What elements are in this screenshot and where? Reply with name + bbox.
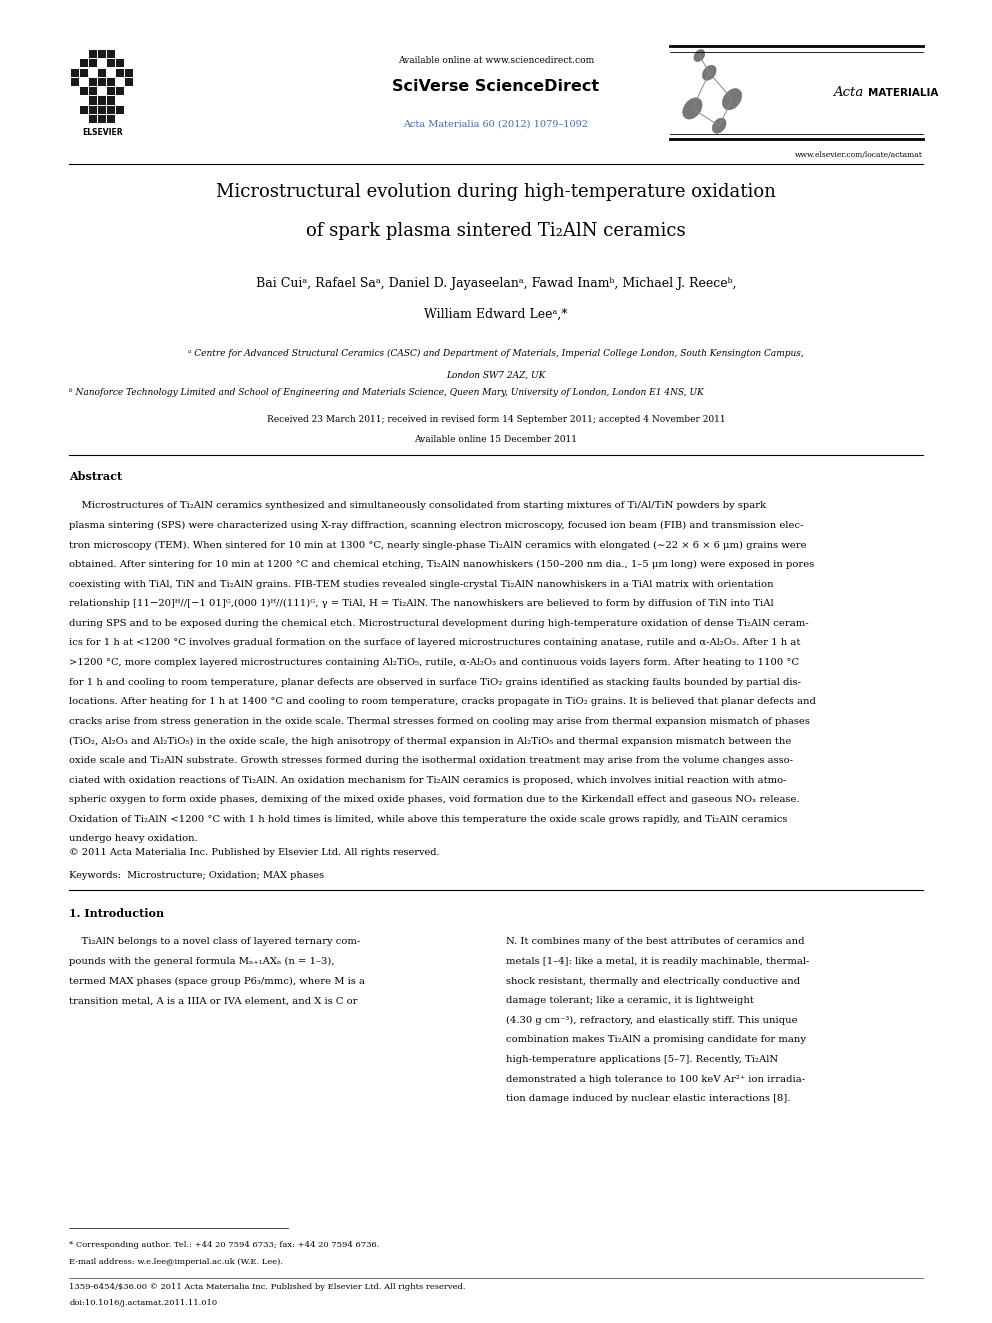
Bar (116, 87, 124, 95)
Text: Oxidation of Ti₂AlN <1200 °C with 1 h hold times is limited, while above this te: Oxidation of Ti₂AlN <1200 °C with 1 h ho… (69, 815, 788, 824)
Ellipse shape (693, 49, 705, 62)
Text: N. It combines many of the best attributes of ceramics and: N. It combines many of the best attribut… (506, 938, 805, 946)
Text: during SPS and to be exposed during the chemical etch. Microstructural developme: during SPS and to be exposed during the … (69, 619, 809, 628)
Text: Microstructures of Ti₂AlN ceramics synthesized and simultaneously consolidated f: Microstructures of Ti₂AlN ceramics synth… (69, 501, 767, 511)
Bar (89, 115, 97, 123)
Ellipse shape (702, 65, 716, 81)
Bar (89, 50, 97, 58)
Text: combination makes Ti₂AlN a promising candidate for many: combination makes Ti₂AlN a promising can… (506, 1036, 806, 1044)
Text: damage tolerant; like a ceramic, it is lightweight: damage tolerant; like a ceramic, it is l… (506, 996, 754, 1005)
Text: undergo heavy oxidation.: undergo heavy oxidation. (69, 835, 198, 843)
Bar (107, 97, 115, 105)
Text: tion damage induced by nuclear elastic interactions [8].: tion damage induced by nuclear elastic i… (506, 1094, 791, 1103)
Text: obtained. After sintering for 10 min at 1200 °C and chemical etching, Ti₂AlN nan: obtained. After sintering for 10 min at … (69, 560, 814, 569)
Bar (98, 106, 106, 114)
Bar (116, 106, 124, 114)
Text: www.elsevier.com/locate/actamat: www.elsevier.com/locate/actamat (795, 151, 923, 159)
Text: Received 23 March 2011; received in revised form 14 September 2011; accepted 4 N: Received 23 March 2011; received in revi… (267, 415, 725, 425)
Text: Acta Materialia 60 (2012) 1079–1092: Acta Materialia 60 (2012) 1079–1092 (404, 119, 588, 128)
Text: shock resistant, thermally and electrically conductive and: shock resistant, thermally and electrica… (506, 976, 800, 986)
Text: Available online at www.sciencedirect.com: Available online at www.sciencedirect.co… (398, 56, 594, 65)
Text: coexisting with TiAl, TiN and Ti₂AlN grains. FIB-TEM studies revealed single-cry: coexisting with TiAl, TiN and Ti₂AlN gra… (69, 579, 774, 589)
Text: 1359-6454/$36.00 © 2011 Acta Materialia Inc. Published by Elsevier Ltd. All righ: 1359-6454/$36.00 © 2011 Acta Materialia … (69, 1283, 466, 1291)
Text: William Edward Leeᵃ,*: William Edward Leeᵃ,* (425, 308, 567, 321)
Text: oxide scale and Ti₂AlN substrate. Growth stresses formed during the isothermal o: oxide scale and Ti₂AlN substrate. Growth… (69, 755, 794, 765)
Text: 1. Introduction: 1. Introduction (69, 909, 165, 919)
Text: doi:10.1016/j.actamat.2011.11.010: doi:10.1016/j.actamat.2011.11.010 (69, 1299, 217, 1307)
Bar (107, 60, 115, 67)
Bar (107, 115, 115, 123)
Text: transition metal, A is a IIIA or IVA element, and X is C or: transition metal, A is a IIIA or IVA ele… (69, 996, 358, 1005)
Bar (107, 50, 115, 58)
Text: (TiO₂, Al₂O₃ and Al₂TiO₅) in the oxide scale, the high anisotropy of thermal exp: (TiO₂, Al₂O₃ and Al₂TiO₅) in the oxide s… (69, 737, 792, 745)
Bar (89, 60, 97, 67)
Text: Available online 15 December 2011: Available online 15 December 2011 (415, 435, 577, 445)
Text: Abstract: Abstract (69, 471, 123, 482)
Text: * Corresponding author. Tel.: +44 20 7594 6733; fax: +44 20 7594 6736.: * Corresponding author. Tel.: +44 20 759… (69, 1241, 380, 1249)
Ellipse shape (712, 118, 726, 134)
Bar (71, 78, 79, 86)
Text: tron microscopy (TEM). When sintered for 10 min at 1300 °C, nearly single-phase : tron microscopy (TEM). When sintered for… (69, 541, 807, 549)
Text: ᵃ Centre for Advanced Structural Ceramics (CASC) and Department of Materials, Im: ᵃ Centre for Advanced Structural Ceramic… (188, 349, 804, 359)
Text: ciated with oxidation reactions of Ti₂AlN. An oxidation mechanism for Ti₂AlN cer: ciated with oxidation reactions of Ti₂Al… (69, 775, 787, 785)
Text: SciVerse ScienceDirect: SciVerse ScienceDirect (393, 79, 599, 94)
Text: relationship [11−20]ᴴ//[−1 01]ᴳ,(000 1)ᴴ//(111)ᴳ, γ = TiAl, H = Ti₂AlN. The nano: relationship [11−20]ᴴ//[−1 01]ᴳ,(000 1)ᴴ… (69, 599, 774, 609)
Text: termed MAX phases (space group P6₃/mmc), where M is a: termed MAX phases (space group P6₃/mmc),… (69, 976, 365, 986)
Bar (98, 69, 106, 77)
Text: Acta: Acta (833, 86, 863, 99)
Text: metals [1–4]: like a metal, it is readily machinable, thermal-: metals [1–4]: like a metal, it is readil… (506, 957, 809, 966)
Text: © 2011 Acta Materialia Inc. Published by Elsevier Ltd. All rights reserved.: © 2011 Acta Materialia Inc. Published by… (69, 848, 440, 856)
Bar (116, 69, 124, 77)
Ellipse shape (722, 89, 742, 110)
Text: pounds with the general formula Mₙ₊₁AXₙ (n = 1–3),: pounds with the general formula Mₙ₊₁AXₙ … (69, 957, 335, 966)
Bar (80, 106, 88, 114)
Text: ELSEVIER: ELSEVIER (82, 128, 123, 138)
Bar (98, 97, 106, 105)
Bar (71, 69, 79, 77)
Ellipse shape (682, 98, 702, 119)
Text: of spark plasma sintered Ti₂AlN ceramics: of spark plasma sintered Ti₂AlN ceramics (307, 222, 685, 241)
Bar (80, 60, 88, 67)
Bar (98, 115, 106, 123)
Text: ics for 1 h at <1200 °C involves gradual formation on the surface of layered mic: ics for 1 h at <1200 °C involves gradual… (69, 639, 801, 647)
Text: cracks arise from stress generation in the oxide scale. Thermal stresses formed : cracks arise from stress generation in t… (69, 717, 810, 726)
Bar (98, 78, 106, 86)
Bar (89, 78, 97, 86)
Text: plasma sintering (SPS) were characterized using X-ray diffraction, scanning elec: plasma sintering (SPS) were characterize… (69, 521, 804, 531)
Bar (116, 60, 124, 67)
Text: demonstrated a high tolerance to 100 keV Ar²⁺ ion irradia-: demonstrated a high tolerance to 100 keV… (506, 1074, 806, 1084)
Bar (89, 106, 97, 114)
Text: Ti₂AlN belongs to a novel class of layered ternary com-: Ti₂AlN belongs to a novel class of layer… (69, 938, 361, 946)
Bar (89, 97, 97, 105)
Bar (107, 87, 115, 95)
Bar (80, 69, 88, 77)
Text: spheric oxygen to form oxide phases, demixing of the mixed oxide phases, void fo: spheric oxygen to form oxide phases, dem… (69, 795, 801, 804)
Bar (89, 87, 97, 95)
Bar (125, 78, 133, 86)
Bar (107, 106, 115, 114)
Text: Keywords:  Microstructure; Oxidation; MAX phases: Keywords: Microstructure; Oxidation; MAX… (69, 872, 324, 880)
Text: (4.30 g cm⁻³), refractory, and elastically stiff. This unique: (4.30 g cm⁻³), refractory, and elastical… (506, 1016, 798, 1025)
Text: London SW7 2AZ, UK: London SW7 2AZ, UK (446, 370, 546, 380)
Bar (125, 69, 133, 77)
Text: Bai Cuiᵃ, Rafael Saᵃ, Daniel D. Jayaseelanᵃ, Fawad Inamᵇ, Michael J. Reeceᵇ,: Bai Cuiᵃ, Rafael Saᵃ, Daniel D. Jayaseel… (256, 277, 736, 290)
Text: ᵇ Nanoforce Technology Limited and School of Engineering and Materials Science, : ᵇ Nanoforce Technology Limited and Schoo… (69, 388, 704, 397)
Text: E-mail address: w.e.lee@imperial.ac.uk (W.E. Lee).: E-mail address: w.e.lee@imperial.ac.uk (… (69, 1258, 284, 1266)
Text: high-temperature applications [5–7]. Recently, Ti₂AlN: high-temperature applications [5–7]. Rec… (506, 1054, 778, 1064)
Bar (98, 50, 106, 58)
Bar (107, 78, 115, 86)
Text: Microstructural evolution during high-temperature oxidation: Microstructural evolution during high-te… (216, 183, 776, 201)
Bar (80, 87, 88, 95)
Text: for 1 h and cooling to room temperature, planar defects are observed in surface : for 1 h and cooling to room temperature,… (69, 677, 802, 687)
Text: MATERIALIA: MATERIALIA (868, 87, 938, 98)
Text: locations. After heating for 1 h at 1400 °C and cooling to room temperature, cra: locations. After heating for 1 h at 1400… (69, 697, 816, 706)
Text: >1200 °C, more complex layered microstructures containing Al₂TiO₅, rutile, α-Al₂: >1200 °C, more complex layered microstru… (69, 658, 800, 667)
